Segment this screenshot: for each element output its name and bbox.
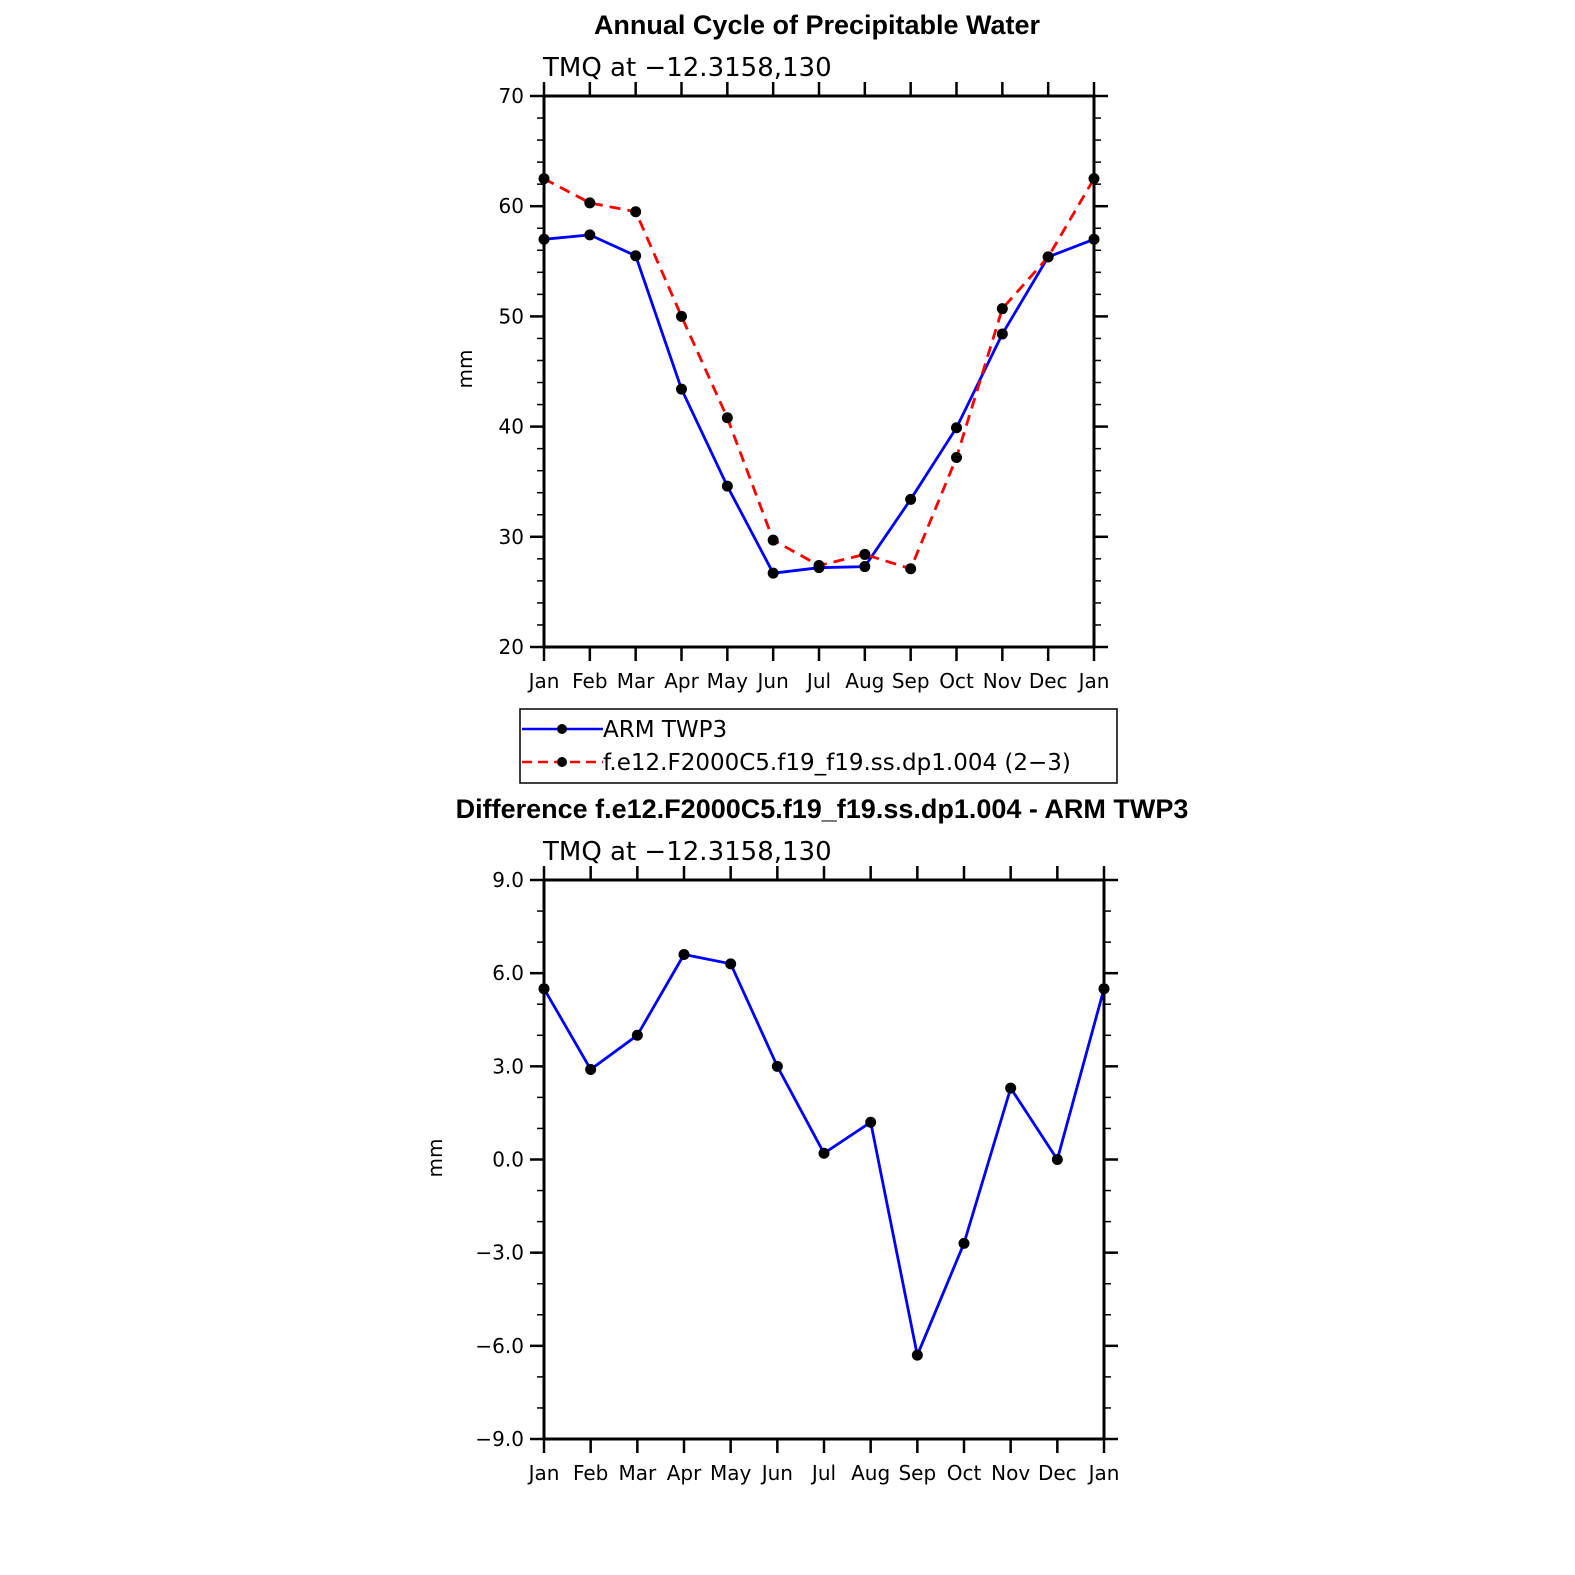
x-tick-label: May xyxy=(710,1461,752,1485)
data-point-s0-7 xyxy=(859,561,871,573)
chart1-subtitle: TMQ at −12.3158,130 xyxy=(542,53,832,83)
chart2-title: Difference f.e12.F2000C5.f19_f19.ss.dp1.… xyxy=(456,794,1189,824)
legend-label-model: f.e12.F2000C5.f19_f19.ss.dp1.004 (2−3) xyxy=(603,750,1071,776)
data-point-s1-4 xyxy=(721,412,733,424)
y-tick-label: −9.0 xyxy=(475,1427,524,1451)
x-tick-label: Jan xyxy=(1077,669,1110,693)
x-tick-label: Nov xyxy=(983,669,1022,693)
chart2-series xyxy=(538,949,1110,1361)
x-tick-label: Jul xyxy=(810,1461,836,1485)
x-tick-label: Jul xyxy=(805,669,831,693)
x-tick-label: Aug xyxy=(851,1461,890,1485)
data-point-s0-3 xyxy=(676,383,687,395)
data-point-s1-5 xyxy=(767,534,779,546)
x-tick-label: Sep xyxy=(892,669,930,693)
data-point-s0-8 xyxy=(911,1349,923,1361)
y-tick-label: 9.0 xyxy=(492,868,524,892)
legend-marker-arm xyxy=(557,724,567,734)
data-point-s0-1 xyxy=(584,229,596,241)
chart1-axes: 20 30 40 50 60 70 Jan Feb Mar Apr May Jun Jul Aug Sep O… xyxy=(499,82,1110,693)
x-tick-label: Jun xyxy=(760,1461,793,1485)
x-tick-label: Jan xyxy=(1087,1461,1120,1485)
y-tick-label: −3.0 xyxy=(475,1241,524,1265)
y-tick-label: 50 xyxy=(499,304,524,328)
data-point-s0-2 xyxy=(631,1029,643,1041)
data-point-s0-10 xyxy=(1005,1082,1017,1094)
x-tick-label: Mar xyxy=(617,669,656,693)
chart1-frame xyxy=(542,94,1096,649)
data-point-s0-3 xyxy=(678,949,690,961)
x-tick-label: Mar xyxy=(618,1461,657,1485)
data-point-s0-2 xyxy=(630,250,642,262)
legend-label-arm: ARM TWP3 xyxy=(603,717,727,743)
chart1-title: Annual Cycle of Precipitable Water xyxy=(594,10,1041,40)
data-point-s0-4 xyxy=(725,958,737,970)
legend-box xyxy=(519,708,1118,784)
data-point-s0-10 xyxy=(996,328,1008,340)
x-tick-label: Feb xyxy=(572,669,607,693)
y-tick-label: −6.0 xyxy=(475,1334,524,1358)
data-point-s0-11 xyxy=(1051,1154,1063,1165)
chart-annual-cycle: Annual Cycle of Precipitable Water TMQ a… xyxy=(453,10,1109,693)
data-point-s0-9 xyxy=(951,422,962,434)
data-point-s0-9 xyxy=(958,1237,970,1249)
chart2-subtitle: TMQ at −12.3158,130 xyxy=(542,837,832,867)
chart1-ylabel: mm xyxy=(453,350,477,389)
x-tick-label: Jun xyxy=(756,669,789,693)
data-point-s1-9 xyxy=(951,451,962,463)
x-tick-label: Oct xyxy=(947,1461,982,1485)
series-line-0 xyxy=(543,233,1095,575)
x-tick-label: Aug xyxy=(845,669,884,693)
x-tick-label: Oct xyxy=(939,669,974,693)
chart1-series xyxy=(538,173,1100,579)
x-tick-label: Apr xyxy=(667,1461,702,1485)
y-tick-label: 20 xyxy=(499,635,524,659)
x-tick-label: Apr xyxy=(664,669,699,693)
data-point-s1-3 xyxy=(676,310,687,322)
x-tick-label: May xyxy=(707,669,749,693)
data-point-s0-1 xyxy=(585,1063,597,1075)
data-point-s0-6 xyxy=(818,1147,830,1159)
data-point-s1-2 xyxy=(630,206,642,218)
x-tick-label: Dec xyxy=(1029,669,1068,693)
legend-marker-model xyxy=(557,757,567,767)
x-tick-label: Sep xyxy=(898,1461,936,1485)
y-tick-label: 60 xyxy=(499,194,524,218)
data-point-s1-11 xyxy=(1042,251,1054,263)
x-tick-label: Jan xyxy=(527,669,560,693)
data-point-s1-10 xyxy=(996,303,1008,315)
data-point-s1-7 xyxy=(859,548,871,560)
y-tick-label: 3.0 xyxy=(492,1054,524,1078)
y-tick-label: 40 xyxy=(499,415,524,439)
chart2-frame xyxy=(542,878,1106,1441)
data-point-s0-4 xyxy=(721,480,733,492)
y-tick-label: 70 xyxy=(499,84,524,108)
x-tick-label: Feb xyxy=(573,1461,608,1485)
legend: ARM TWP3 f.e12.F2000C5.f19_f19.ss.dp1.00… xyxy=(519,708,1118,784)
chart2-ylabel: mm xyxy=(423,1139,447,1178)
chart2-axes: −9.0 −6.0 −3.0 0.0 3.0 6.0 9.0 Jan Feb Mar Apr May J… xyxy=(475,866,1119,1485)
series-line-1 xyxy=(543,177,1096,571)
y-tick-label: 30 xyxy=(499,525,524,549)
data-point-s0-8 xyxy=(905,493,917,505)
x-tick-label: Nov xyxy=(991,1461,1030,1485)
data-point-s0-5 xyxy=(771,1060,783,1072)
chart-difference: Difference f.e12.F2000C5.f19_f19.ss.dp1.… xyxy=(423,794,1188,1485)
data-point-s1-8 xyxy=(905,563,917,575)
data-point-s1-6 xyxy=(813,559,825,571)
data-point-s0-7 xyxy=(865,1116,877,1128)
data-point-s0-5 xyxy=(767,567,779,579)
data-point-s1-1 xyxy=(584,197,596,209)
y-tick-label: 0.0 xyxy=(492,1148,524,1172)
x-tick-label: Jan xyxy=(527,1461,560,1485)
x-tick-label: Dec xyxy=(1038,1461,1077,1485)
y-tick-label: 6.0 xyxy=(492,961,524,985)
